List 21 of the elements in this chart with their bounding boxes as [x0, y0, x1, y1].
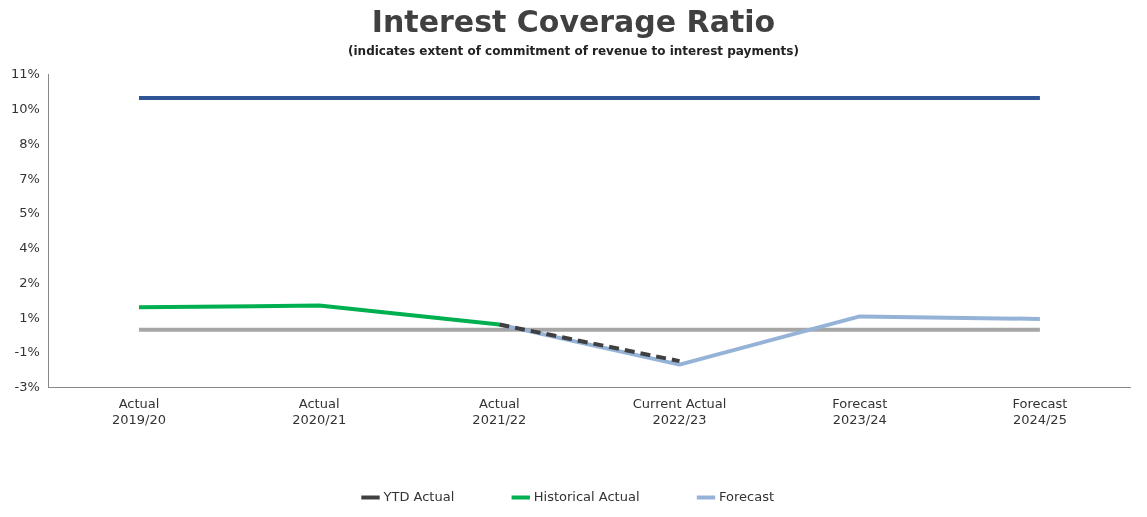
y-tick-label: -3%	[14, 379, 40, 395]
x-tick-label: Actual 2021/22	[472, 395, 527, 427]
y-tick-label: 10%	[10, 100, 40, 116]
y-tick-label: 4%	[19, 240, 40, 256]
x-tick-label: Forecast 2024/25	[1012, 395, 1068, 427]
y-tick-label: 7%	[19, 170, 40, 186]
y-tick-label: 2%	[19, 274, 40, 290]
y-tick-label: 11%	[10, 66, 40, 82]
legend-label: YTD Actual	[382, 488, 455, 504]
y-tick-label: -1%	[14, 344, 40, 360]
legend-label: Forecast	[719, 488, 775, 504]
y-tick-label: 5%	[19, 205, 40, 221]
chart-subtitle: (indicates extent of commitment of revenue to interest payments)	[347, 44, 800, 60]
chart-title: Interest Coverage Ratio	[370, 4, 777, 41]
x-tick-label: Forecast 2023/24	[832, 395, 888, 427]
x-tick-label: Actual 2020/21	[292, 395, 347, 427]
x-tick-label: Current Actual 2022/23	[632, 395, 727, 427]
x-tick-label: Actual 2019/20	[111, 395, 166, 427]
legend-label: Historical Actual	[533, 488, 640, 504]
y-tick-label: 8%	[19, 135, 40, 151]
y-tick-label: 1%	[19, 309, 40, 325]
